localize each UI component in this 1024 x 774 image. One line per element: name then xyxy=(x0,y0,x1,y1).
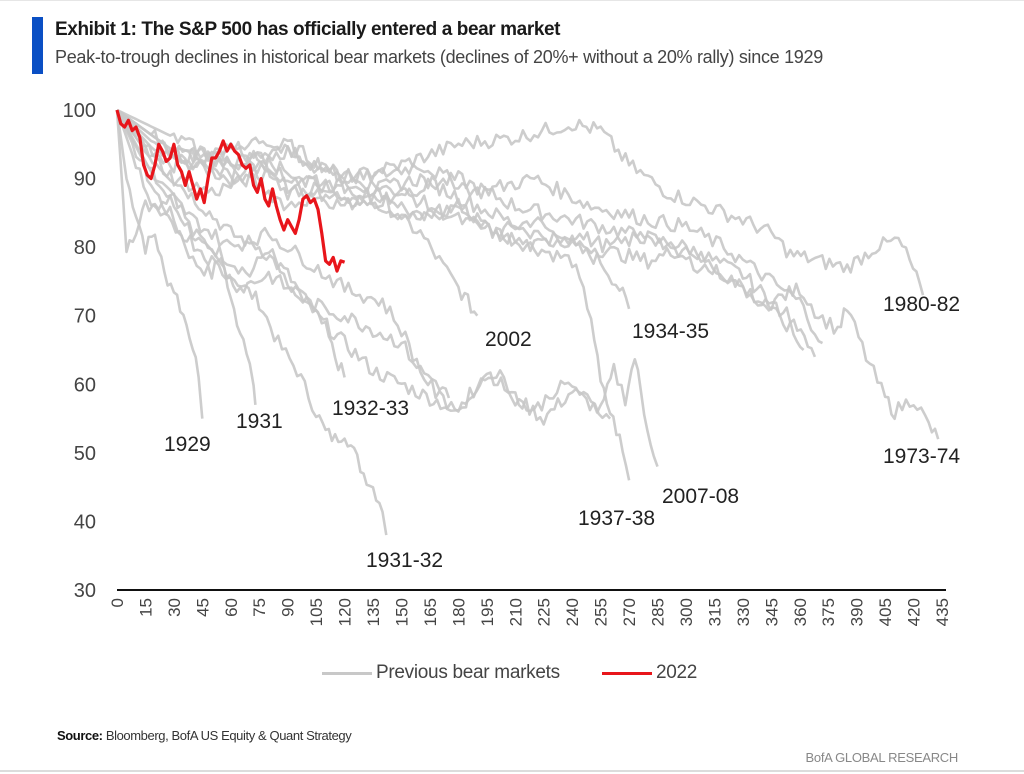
series-label-1937-38: 1937-38 xyxy=(578,507,655,530)
series-line-1931-32 xyxy=(115,109,388,536)
legend-label-2022: 2022 xyxy=(656,662,698,683)
x-tick-label-345: 345 xyxy=(762,598,781,626)
source-text: Bloomberg, BofA US Equity & Quant Strate… xyxy=(105,728,352,743)
title-accent-bar xyxy=(32,17,43,74)
bottom-border xyxy=(0,770,1024,772)
chart-title: Exhibit 1: The S&P 500 has officially en… xyxy=(55,19,561,40)
y-tick-label-80: 80 xyxy=(74,237,96,259)
series-line-1929 xyxy=(115,109,204,419)
x-tick-label-435: 435 xyxy=(933,598,952,626)
series-line-other-4 xyxy=(115,109,451,399)
series-label-1931-32: 1931-32 xyxy=(366,549,443,572)
x-tick-label-405: 405 xyxy=(876,598,895,626)
x-tick-label-390: 390 xyxy=(848,598,867,626)
legend-swatch-previous xyxy=(322,671,372,675)
x-tick-label-120: 120 xyxy=(336,598,355,626)
y-tick-label-30: 30 xyxy=(74,580,96,602)
series-label-1973-74: 1973-74 xyxy=(883,445,960,468)
series-line-1937-38 xyxy=(116,109,631,481)
x-tick-label-315: 315 xyxy=(705,598,724,626)
y-tick-label-90: 90 xyxy=(74,169,96,191)
series-label-1931: 1931 xyxy=(236,410,283,433)
x-tick-label-165: 165 xyxy=(421,598,440,626)
y-tick-label-40: 40 xyxy=(74,511,96,533)
series-labels: 1929 1931 1931-32 1932-33 1934-35 1937-38 2002… xyxy=(164,293,960,572)
previous-bear-market-lines xyxy=(115,108,940,536)
x-tick-label-360: 360 xyxy=(791,598,810,626)
brand-footer: BofA GLOBAL RESEARCH xyxy=(805,750,959,765)
x-tick-label-75: 75 xyxy=(250,598,269,617)
series-line-other-3 xyxy=(115,109,817,358)
legend-label-previous: Previous bear markets xyxy=(376,662,560,683)
chart-subtitle: Peak-to-trough declines in historical be… xyxy=(55,47,823,67)
source-label: Source: xyxy=(57,728,103,743)
x-tick-label-45: 45 xyxy=(193,598,212,617)
legend-item-previous: Previous bear markets xyxy=(322,662,560,684)
series-label-1934-35: 1934-35 xyxy=(632,320,709,343)
x-tick-label-210: 210 xyxy=(506,598,525,626)
series-label-2007-08: 2007-08 xyxy=(662,485,739,508)
x-tick-label-330: 330 xyxy=(734,598,753,626)
legend-swatch-2022 xyxy=(602,671,652,675)
series-label-1932-33: 1932-33 xyxy=(332,397,409,420)
y-tick-label-70: 70 xyxy=(74,306,96,328)
series-line-other-5 xyxy=(115,109,612,420)
x-tick-label-90: 90 xyxy=(279,598,298,617)
x-tick-label-180: 180 xyxy=(449,598,468,626)
x-tick-label-420: 420 xyxy=(905,598,924,626)
x-tick-label-195: 195 xyxy=(478,598,497,626)
x-tick-label-135: 135 xyxy=(364,598,383,626)
y-tick-label-50: 50 xyxy=(74,443,96,465)
x-tick-label-375: 375 xyxy=(819,598,838,626)
x-tick-label-240: 240 xyxy=(563,598,582,626)
series-line-2007-08 xyxy=(115,109,659,468)
legend-item-2022: 2022 xyxy=(602,662,697,684)
x-tick-label-255: 255 xyxy=(592,598,611,626)
source-note: Source: Bloomberg, BofA US Equity & Quan… xyxy=(57,728,352,743)
series-label-1929: 1929 xyxy=(164,433,211,456)
series-line-1980-82 xyxy=(116,108,925,296)
x-tick-label-60: 60 xyxy=(222,598,241,617)
series-2022-group xyxy=(115,109,346,273)
x-tick-label-105: 105 xyxy=(307,598,326,626)
x-axis: 0 15 30 45 60 75 90 105 120 135 150 165 180 195 210 225… xyxy=(108,589,952,626)
series-line-2022 xyxy=(115,109,346,273)
y-tick-label-100: 100 xyxy=(63,100,96,122)
x-tick-label-285: 285 xyxy=(649,598,668,626)
x-tick-label-300: 300 xyxy=(677,598,696,626)
series-label-1980-82: 1980-82 xyxy=(883,293,960,316)
x-tick-label-30: 30 xyxy=(165,598,184,617)
bear-market-chart: 1929 1931 1931-32 1932-33 1934-35 1937-38 2002… xyxy=(63,100,961,626)
x-tick-label-270: 270 xyxy=(620,598,639,626)
legend: Previous bear markets 2022 xyxy=(0,662,1024,692)
series-line-1931 xyxy=(115,109,257,406)
top-border xyxy=(0,0,1024,1)
x-tick-label-150: 150 xyxy=(392,598,411,626)
x-tick-label-15: 15 xyxy=(136,598,155,617)
series-label-2002: 2002 xyxy=(485,328,532,351)
y-tick-label-60: 60 xyxy=(74,374,96,396)
x-tick-label-0: 0 xyxy=(108,598,127,607)
x-tick-label-225: 225 xyxy=(535,598,554,626)
y-axis: 30 40 50 60 70 80 90 100 xyxy=(63,100,96,602)
